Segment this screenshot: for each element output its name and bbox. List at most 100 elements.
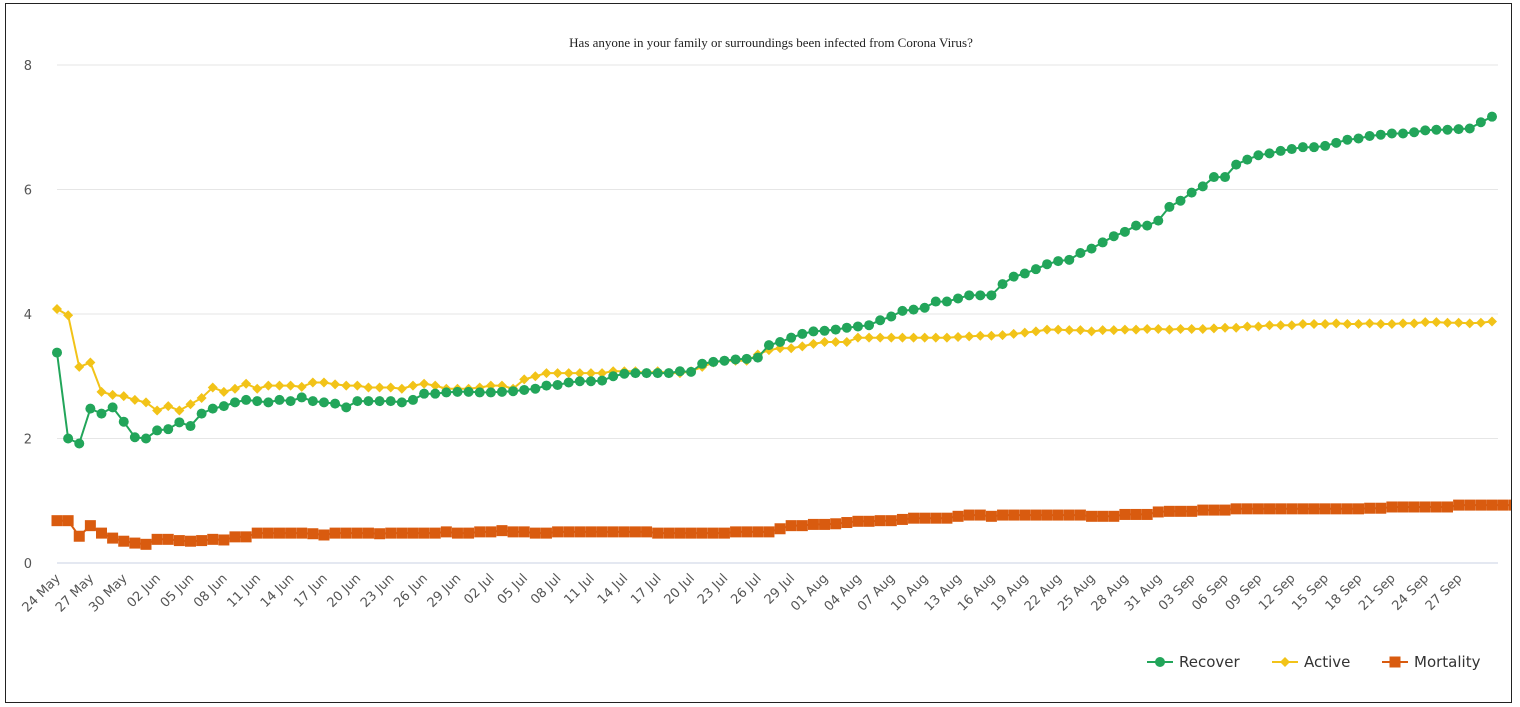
mortality-point [1430, 501, 1442, 513]
recover-point [674, 366, 685, 377]
recover-point [1053, 256, 1064, 267]
active-point [307, 377, 318, 388]
mortality-point [329, 527, 341, 539]
active-point [1420, 317, 1431, 328]
mortality-point [763, 526, 775, 538]
recover-point [930, 296, 941, 307]
mortality-point [652, 527, 664, 539]
mortality-point [285, 527, 297, 539]
mortality-point [1419, 501, 1431, 513]
active-point [953, 332, 964, 343]
mortality-point [841, 517, 853, 529]
recover-point [407, 394, 418, 405]
mortality-point [1297, 503, 1309, 515]
legend-label: Active [1304, 653, 1350, 671]
recover-point [307, 396, 318, 407]
x-tick-label: 26 Jun [391, 571, 431, 611]
mortality-point [774, 523, 786, 535]
active-point [185, 399, 196, 410]
recover-point [1264, 148, 1275, 159]
mortality-point [1453, 499, 1465, 511]
mortality-point [429, 527, 441, 539]
mortality-point [1030, 509, 1042, 521]
recover-point [608, 371, 619, 382]
active-point [1264, 320, 1275, 331]
mortality-point [1175, 505, 1187, 517]
recover-point [730, 354, 741, 365]
recover-point [786, 332, 797, 343]
x-tick-label: 09 Sep [1223, 571, 1266, 614]
x-tick-label: 05 Jul [495, 571, 531, 607]
mortality-point [1486, 499, 1498, 511]
mortality-point [1330, 503, 1342, 515]
mortality-point [1108, 510, 1120, 522]
recover-point [1220, 172, 1231, 183]
x-tick-label: 08 Jul [528, 571, 564, 607]
active-point [941, 332, 952, 343]
mortality-point [752, 526, 764, 538]
recover-point [819, 325, 830, 336]
active-point [585, 368, 596, 379]
active-point [1153, 323, 1164, 334]
x-tick-label: 14 Jul [595, 571, 631, 607]
active-point [229, 383, 240, 394]
mortality-point [1041, 509, 1053, 521]
active-point [1030, 326, 1041, 337]
active-point [875, 332, 886, 343]
y-axis: 0 2 4 6 8 [24, 59, 32, 572]
x-tick-label: 02 Jun [124, 571, 164, 611]
active-point [1286, 320, 1297, 331]
recover-point [174, 417, 185, 428]
recover-point [1164, 201, 1175, 212]
mortality-point [807, 518, 819, 530]
active-point [1064, 325, 1075, 336]
mortality-point [318, 529, 330, 541]
recover-point [908, 304, 919, 315]
recover-point [830, 324, 841, 335]
active-point [886, 332, 897, 343]
x-tick-label: 03 Sep [1156, 571, 1199, 614]
legend-mortality-icon [1389, 656, 1401, 668]
mortality-point [273, 527, 285, 539]
x-tick-label: 12 Sep [1256, 571, 1299, 614]
recover-point [263, 397, 274, 408]
mortality-point [1197, 504, 1209, 516]
series-layer [51, 111, 1511, 550]
x-tick-label: 05 Jun [158, 571, 198, 611]
mortality-point [663, 527, 675, 539]
y-tick-label: 8 [24, 59, 32, 74]
recover-point [741, 353, 752, 364]
recover-point [1275, 145, 1286, 156]
mortality-point [1019, 509, 1031, 521]
active-point [396, 383, 407, 394]
recover-point [686, 366, 697, 377]
recover-point [864, 320, 875, 331]
active-point [1309, 318, 1320, 329]
active-point [797, 341, 808, 352]
recover-point [852, 321, 863, 332]
active-point [1197, 323, 1208, 334]
recover-point [997, 279, 1008, 290]
recover-point [552, 379, 563, 390]
recover-point [641, 368, 652, 379]
x-tick-label: 24 Sep [1390, 571, 1433, 614]
legend-label: Mortality [1414, 653, 1481, 671]
mortality-point [1475, 499, 1487, 511]
recover-point [140, 433, 151, 444]
recover-point [519, 384, 530, 395]
legend-item-recover: Recover [1147, 653, 1241, 671]
mortality-point [641, 526, 653, 538]
mortality-point [51, 515, 63, 527]
mortality-point [463, 527, 475, 539]
y-tick-label: 2 [24, 433, 32, 448]
active-point [1431, 317, 1442, 328]
mortality-point [952, 510, 964, 522]
mortality-point [785, 520, 797, 532]
mortality-point [173, 535, 185, 547]
y-tick-label: 4 [24, 308, 32, 323]
mortality-point [1219, 504, 1231, 516]
active-point [341, 380, 352, 391]
recover-point [274, 394, 285, 405]
mortality-point [552, 526, 564, 538]
recover-point [508, 386, 519, 397]
